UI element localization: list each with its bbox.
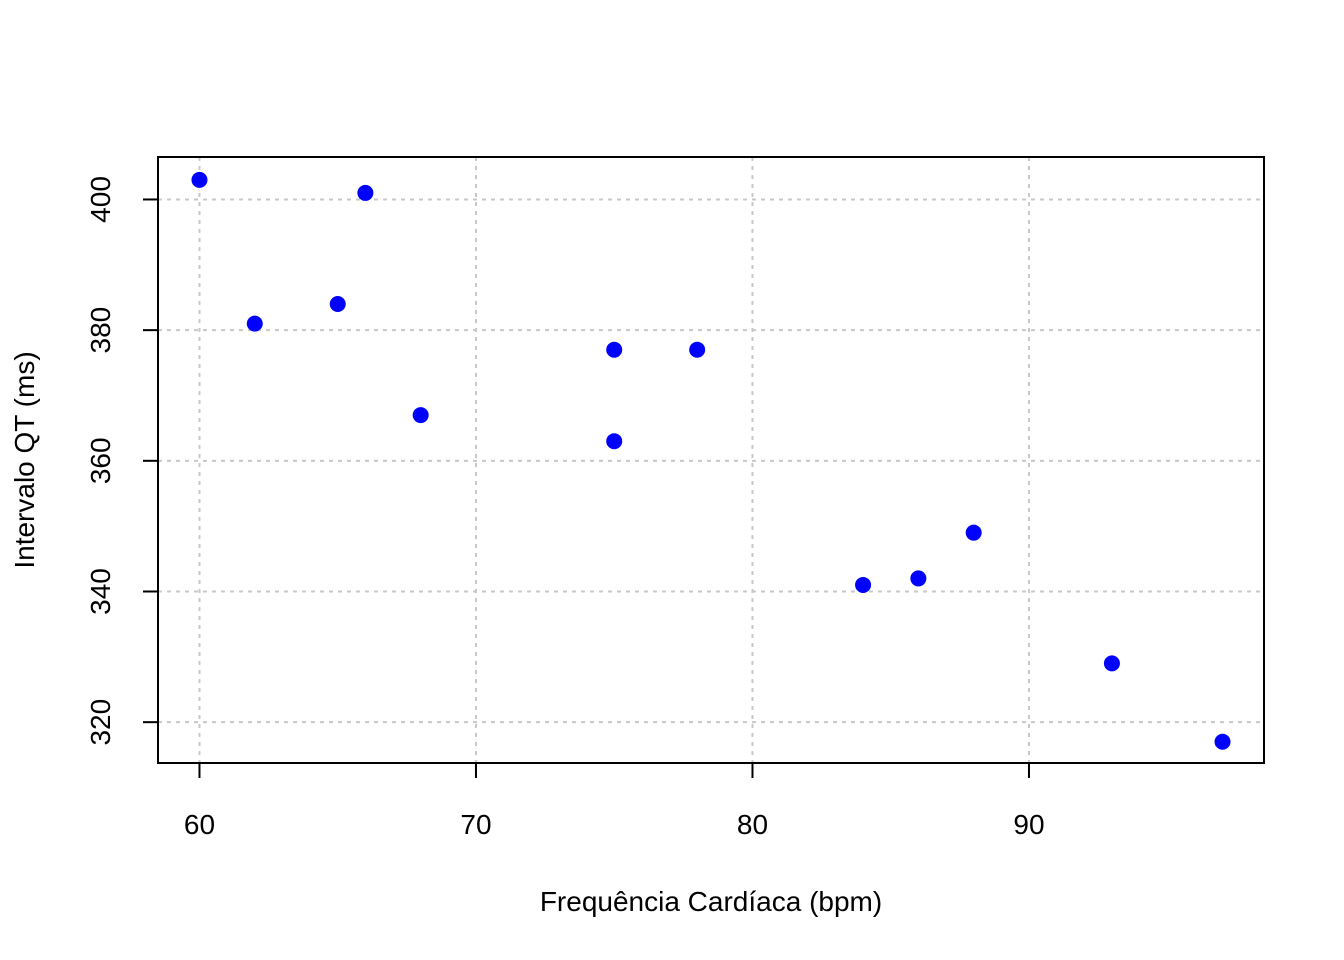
data-point bbox=[1103, 655, 1120, 672]
y-tick-label: 320 bbox=[85, 699, 116, 746]
x-tick-label: 70 bbox=[460, 809, 491, 840]
grid-lines bbox=[158, 157, 1264, 763]
x-tick-label: 90 bbox=[1013, 809, 1044, 840]
data-point bbox=[965, 524, 982, 541]
data-point bbox=[191, 171, 208, 188]
data-point bbox=[329, 296, 346, 313]
data-points bbox=[191, 171, 1231, 750]
y-tick-label: 400 bbox=[85, 176, 116, 223]
y-axis-title: Intervalo QT (ms) bbox=[9, 351, 40, 568]
data-point bbox=[689, 341, 706, 358]
x-tick-label: 80 bbox=[737, 809, 768, 840]
data-point bbox=[910, 570, 927, 587]
data-point bbox=[855, 576, 872, 593]
data-point bbox=[246, 315, 263, 332]
x-axis: 60 70 80 90 bbox=[184, 763, 1045, 840]
x-tick-label: 60 bbox=[184, 809, 215, 840]
data-point bbox=[1214, 733, 1231, 750]
data-point bbox=[606, 341, 623, 358]
y-axis: 320 340 360 380 400 bbox=[85, 176, 158, 746]
data-point bbox=[412, 407, 429, 424]
data-point bbox=[357, 184, 374, 201]
data-point bbox=[606, 433, 623, 450]
y-tick-label: 340 bbox=[85, 568, 116, 615]
y-tick-label: 380 bbox=[85, 307, 116, 354]
x-axis-title: Frequência Cardíaca (bpm) bbox=[540, 886, 882, 917]
y-tick-label: 360 bbox=[85, 437, 116, 484]
